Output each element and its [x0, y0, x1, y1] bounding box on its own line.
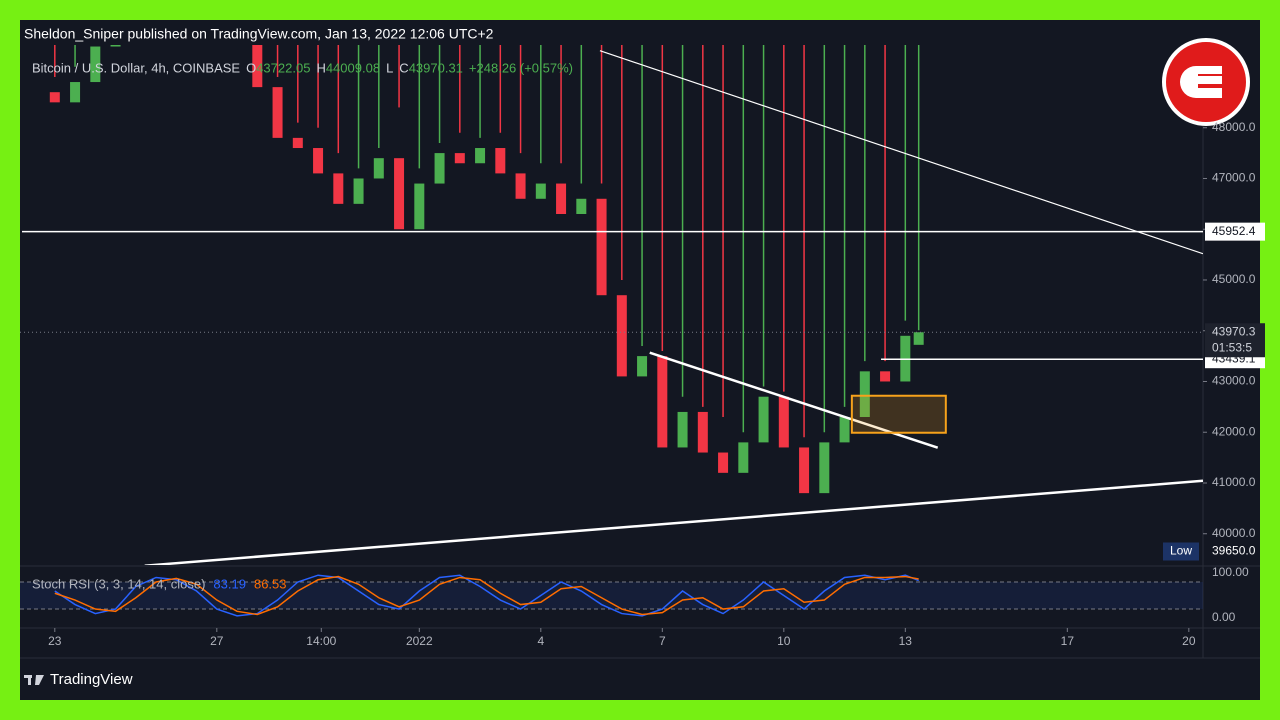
price-tag-bg: [1205, 222, 1265, 241]
candle-body: [414, 183, 425, 230]
candle-body: [556, 183, 567, 215]
y-tick-label: 42000.0: [1212, 424, 1256, 438]
countdown: 01:53:5: [1212, 340, 1252, 354]
rsi-value: 86.53: [254, 576, 287, 591]
candle-body: [454, 153, 465, 164]
last-price-bg: [1205, 323, 1265, 358]
candle-body: [677, 411, 688, 448]
y-tick-label: 45000.0: [1212, 272, 1256, 286]
low-tag-bg: [1163, 542, 1199, 561]
candle-body: [70, 82, 81, 103]
low-tag: Low: [1170, 544, 1192, 558]
candle-body: [394, 158, 405, 230]
legend-text: L: [386, 60, 393, 75]
candle-body: [49, 92, 60, 103]
candle-body: [475, 148, 486, 164]
footer-brand: TradingView: [50, 671, 133, 688]
x-tick-label: 13: [899, 634, 913, 648]
rsi-tick-label: 100.00: [1212, 565, 1249, 579]
candle-body: [657, 356, 668, 448]
candle-body: [313, 148, 324, 174]
candle-body: [839, 417, 850, 443]
y-tick-label: 41000.0: [1212, 475, 1256, 489]
price-pane: [20, 45, 1203, 565]
candle-body: [718, 452, 729, 473]
legend-text: Bitcoin / U.S. Dollar, 4h, COINBASE: [32, 60, 240, 75]
candle-body: [333, 173, 344, 204]
header: Sheldon_Sniper published on TradingView.…: [24, 26, 494, 42]
y-tick-label: 48000.0: [1212, 120, 1256, 134]
candle-body: [880, 371, 891, 382]
candle-body: [859, 371, 870, 418]
candle-body: [535, 183, 546, 199]
candle-body: [252, 45, 263, 88]
y-tick-label: 43000.0: [1212, 374, 1256, 388]
candle-body: [778, 396, 789, 448]
zone: [850, 394, 947, 434]
tv-logo: [24, 675, 44, 685]
x-tick-label: 14:00: [306, 634, 336, 648]
x-tick-label: 17: [1061, 634, 1075, 648]
legend-text: 44009.08: [326, 60, 380, 75]
candle-body: [110, 45, 121, 47]
candle-body: [272, 87, 283, 138]
trendline: [144, 479, 1203, 565]
legend-text: 43970.31: [409, 60, 463, 75]
legend-text: +248.26 (+0.57%): [469, 60, 573, 75]
candle-body: [758, 396, 769, 443]
low-value: 39650.0: [1212, 544, 1256, 558]
legend-text: C: [399, 60, 408, 75]
stoch-line: [54, 574, 919, 617]
x-tick-label: 20: [1182, 634, 1196, 648]
x-tick-label: 27: [210, 634, 224, 648]
candle-body: [576, 198, 587, 215]
candle-body: [637, 356, 648, 377]
last-price: 43970.3: [1212, 324, 1256, 338]
x-tick-label: 23: [48, 634, 62, 648]
candle-body: [616, 295, 627, 377]
candle-body: [90, 46, 101, 83]
stoch-line: [54, 575, 919, 616]
candle-body: [738, 442, 749, 473]
rsi-tick-label: 0.00: [1212, 610, 1236, 624]
x-tick-label: 7: [659, 634, 666, 648]
y-tick-label: 40000.0: [1212, 526, 1256, 540]
rsi-legend: Stoch RSI (3, 3, 14, 14, close): [32, 576, 205, 591]
candle-body: [373, 158, 384, 179]
x-tick-label: 4: [537, 634, 544, 648]
candle-body: [913, 332, 924, 345]
candle-body: [697, 411, 708, 453]
candle-body: [799, 447, 810, 494]
candle-body: [819, 442, 830, 494]
candle-body: [353, 178, 364, 204]
candle-body: [434, 153, 445, 184]
y-tick-label: 47000.0: [1212, 171, 1256, 185]
candle-body: [292, 137, 303, 149]
rsi-pane: [20, 574, 1203, 617]
legend-text: H: [316, 60, 325, 75]
x-tick-label: 2022: [406, 634, 433, 648]
candle-body: [596, 198, 607, 296]
candle-body: [515, 173, 526, 199]
rsi-value: 83.19: [213, 576, 246, 591]
price-tag: 45952.4: [1212, 224, 1256, 238]
channel-logo: [1162, 38, 1250, 126]
trendline: [599, 50, 1203, 255]
legend-text: 43722.05: [256, 60, 310, 75]
rsi-band-fill: [20, 581, 1203, 610]
candle-body: [495, 148, 506, 174]
x-tick-label: 10: [777, 634, 791, 648]
legend-text: O: [246, 60, 256, 75]
